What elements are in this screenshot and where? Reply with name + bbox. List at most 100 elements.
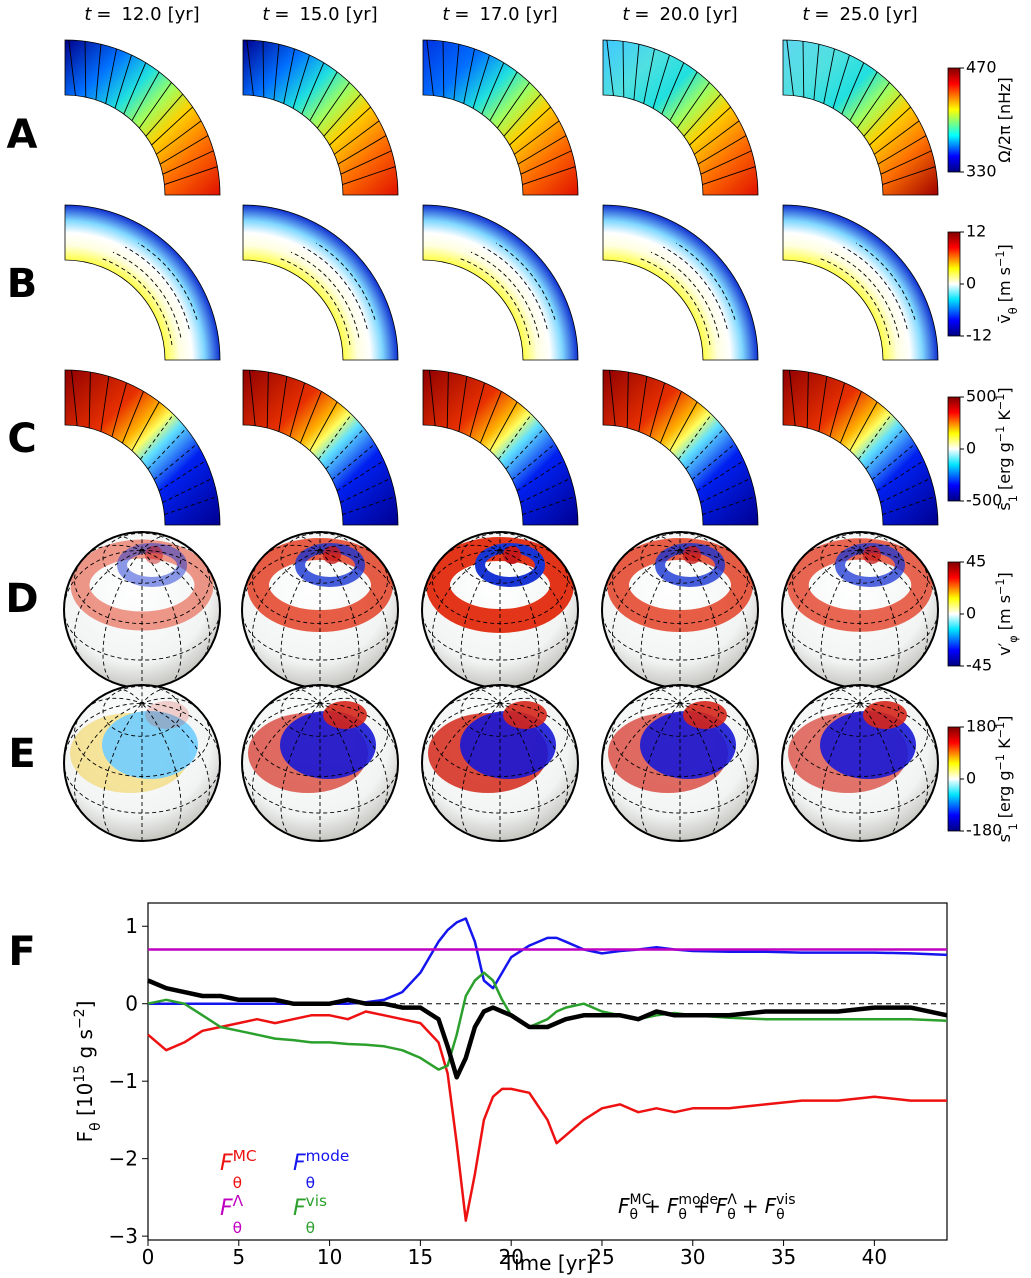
y-tick-label: −1	[109, 1069, 138, 1093]
grid-line	[460, 702, 501, 837]
contour	[516, 460, 565, 492]
column-title: t = 15.0 [yr]	[262, 4, 377, 25]
contour	[151, 106, 193, 146]
grid-line	[319, 544, 376, 556]
text-part: φ	[1007, 635, 1020, 642]
meridional-panel	[242, 39, 399, 196]
contour	[509, 106, 551, 146]
contour	[683, 93, 722, 137]
field-band	[323, 701, 367, 729]
contour	[158, 460, 207, 492]
field-band	[102, 711, 198, 779]
grid-line	[499, 697, 556, 709]
contour	[426, 39, 434, 96]
time-unit: [yr]	[346, 4, 378, 25]
row-label: D	[5, 576, 38, 622]
contour	[818, 376, 828, 432]
contour	[689, 106, 731, 146]
grid-line	[141, 702, 210, 815]
contour	[453, 44, 460, 100]
row-label: B	[7, 261, 38, 307]
colorbar-label: s′1​ [erg g−1​ K−1​]	[994, 716, 1020, 843]
grid-line	[612, 549, 681, 662]
contour	[289, 382, 306, 437]
grid-line	[294, 535, 321, 551]
grid-line	[834, 535, 861, 551]
text-part: −1	[994, 578, 1007, 595]
grid-line	[63, 702, 143, 758]
grid-line	[264, 697, 321, 709]
contour	[626, 372, 629, 428]
contour	[164, 496, 218, 515]
grid-line	[141, 549, 221, 611]
contour	[68, 39, 76, 96]
annotation-sup: Λ	[727, 1192, 737, 1208]
contour	[606, 39, 614, 96]
contour	[678, 414, 712, 460]
colorbar-label: v̄θ​ [m s−1​]	[994, 244, 1020, 323]
grid-line	[499, 549, 579, 611]
grid-line	[474, 535, 501, 551]
grid-line	[319, 549, 399, 611]
contours	[789, 370, 936, 515]
sphere-grid	[601, 532, 759, 688]
annotation-operator: +	[742, 1194, 759, 1218]
grid-line	[116, 535, 143, 551]
series-line	[147, 978, 948, 1080]
grid-line	[74, 702, 143, 815]
grid-line	[781, 549, 861, 605]
series-line	[148, 917, 948, 1005]
time-symbol: t	[262, 4, 270, 25]
text-part: −1	[994, 394, 1007, 411]
contour	[880, 477, 931, 503]
contours	[639, 242, 736, 346]
legend-name: F	[293, 1196, 306, 1221]
grid-line	[859, 702, 900, 837]
x-tick-label: 0	[142, 1245, 155, 1269]
contour	[669, 401, 698, 451]
equals: =	[814, 4, 829, 25]
contour	[164, 166, 218, 185]
contour	[806, 372, 809, 428]
grid-line	[679, 697, 736, 709]
contour	[694, 120, 740, 155]
colorbar-tick-label: -45	[966, 656, 992, 675]
time-unit: [yr]	[886, 4, 918, 25]
contour	[882, 166, 936, 185]
time-symbol: t	[622, 4, 630, 25]
contour	[661, 62, 685, 115]
grid-line	[859, 697, 916, 709]
contours	[606, 39, 756, 185]
contour	[849, 401, 878, 451]
contour	[340, 150, 392, 175]
time-symbol: t	[802, 4, 810, 25]
grid-line	[499, 544, 556, 556]
contours	[786, 39, 936, 185]
contour	[638, 376, 648, 432]
grid-line	[859, 549, 928, 662]
contour	[95, 44, 102, 100]
field-band	[503, 701, 547, 729]
x-tick-label: 10	[317, 1245, 342, 1269]
field-band	[683, 701, 727, 729]
annotation-sup: vis	[776, 1192, 795, 1208]
text-part: ]	[73, 1001, 97, 1009]
contour	[329, 106, 371, 146]
grid-line	[421, 549, 501, 605]
contour	[156, 120, 202, 155]
contour	[442, 41, 445, 98]
contour	[691, 443, 736, 480]
contour	[813, 44, 820, 100]
contour	[702, 496, 756, 515]
contour	[315, 242, 376, 320]
plot-frame	[147, 902, 948, 1241]
contour	[101, 258, 173, 346]
text-part: [10	[73, 1083, 97, 1123]
contour	[145, 93, 184, 137]
grid-line	[319, 702, 399, 764]
colorbar-tick-label: -12	[966, 326, 992, 345]
sphere-field	[428, 701, 556, 793]
contour	[675, 242, 736, 320]
time-value: 20.0	[659, 4, 699, 25]
meridional-panel	[64, 39, 221, 196]
